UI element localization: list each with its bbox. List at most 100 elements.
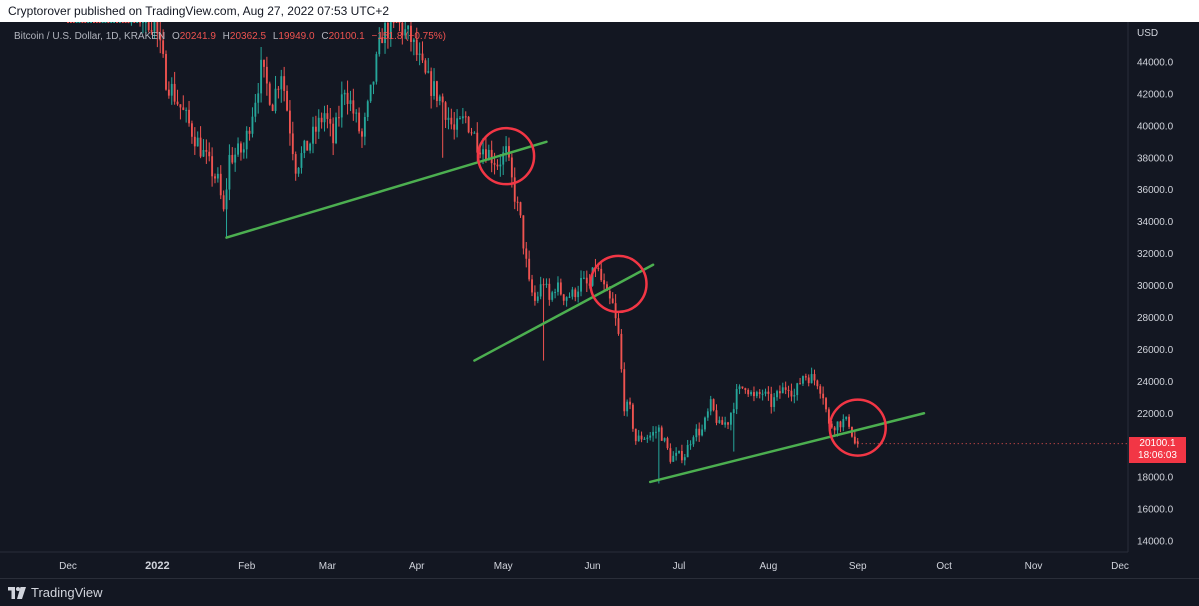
candle-body (640, 435, 643, 440)
candle-body (706, 411, 709, 418)
y-tick-label: 40000.0 (1137, 121, 1174, 132)
candle-body (211, 156, 214, 177)
candle-body (499, 164, 502, 167)
candle-body (326, 113, 329, 119)
x-tick-label: Jul (673, 561, 686, 572)
candle-body (188, 109, 190, 124)
candle-body (381, 37, 384, 44)
candle-body (361, 131, 363, 137)
candle-body (323, 113, 326, 123)
candle-body (72, 22, 75, 23)
candle-body (300, 153, 303, 168)
candle-body (536, 296, 539, 301)
candle-body (113, 22, 116, 23)
candle-body (202, 150, 205, 157)
candle-body (179, 104, 182, 108)
y-tick-label: 36000.0 (1137, 185, 1174, 196)
candle-body (663, 438, 666, 441)
candle-body (438, 96, 441, 101)
candle-body (669, 448, 672, 462)
candle-body (686, 445, 689, 458)
candle-body (623, 369, 626, 412)
candle-body (190, 123, 193, 137)
candle-body (787, 389, 790, 391)
candle-body (358, 112, 361, 132)
candle-body (629, 401, 631, 405)
candle-body (288, 110, 291, 134)
candle-body (816, 380, 819, 387)
candle-body (167, 89, 170, 96)
candle-body (580, 278, 582, 292)
candle-body (274, 88, 277, 111)
candle-body (545, 283, 548, 285)
candle-body (755, 392, 758, 397)
candle-body (522, 215, 525, 249)
y-tick-label: 30000.0 (1137, 281, 1174, 292)
candle-body (643, 438, 646, 440)
candle-body (525, 248, 528, 259)
candle-body (796, 383, 799, 396)
candle-body (447, 117, 450, 120)
candle-body (649, 435, 652, 438)
candle-body (732, 409, 735, 413)
x-tick-label: May (494, 561, 513, 572)
y-tick-label: 42000.0 (1137, 89, 1174, 100)
candle-body (802, 376, 804, 384)
candle-body (193, 136, 196, 147)
x-tick-label: 2022 (145, 560, 169, 572)
bar-countdown: 18:06:03 (1138, 450, 1177, 461)
candle-body (827, 409, 830, 424)
x-tick-label: Mar (319, 561, 337, 572)
candle-body (554, 291, 557, 293)
candle-body (110, 22, 113, 23)
candle-body (297, 167, 300, 174)
candle-body (744, 388, 747, 390)
candle-body (470, 132, 473, 134)
candle-body (401, 22, 404, 36)
candle-body (519, 202, 522, 216)
last-price-value: 20100.1 (1139, 438, 1176, 449)
candle-body (165, 53, 167, 90)
candle-body (735, 389, 738, 410)
tradingview-brand[interactable]: TradingView (8, 585, 103, 600)
candle-body (718, 420, 721, 423)
candle-body (790, 390, 793, 397)
breakdown-circle (589, 254, 648, 314)
candle-body (237, 143, 239, 155)
open-value: 20241.9 (179, 31, 216, 42)
candle-body (355, 112, 358, 114)
candle-body (631, 404, 634, 429)
candle-body (205, 150, 208, 152)
x-tick-label: Oct (936, 561, 952, 572)
y-tick-label: 18000.0 (1137, 473, 1174, 484)
candle-body (513, 177, 516, 202)
candle-body (142, 22, 144, 23)
candle-body (389, 22, 392, 39)
candle-body (271, 104, 274, 111)
candle-body (332, 123, 335, 144)
y-tick-label: 16000.0 (1137, 505, 1174, 516)
candle-body (335, 117, 337, 144)
low-label: L (272, 31, 279, 42)
candle-body (251, 116, 254, 134)
price-chart[interactable]: 44000.0 42000.0 40000.0 38000.0 36000.0 34000… (0, 22, 1199, 578)
candle-body (263, 59, 265, 67)
candle-body (842, 419, 845, 428)
candle-body (479, 152, 482, 155)
candle-body (208, 151, 211, 157)
candle-body (386, 22, 389, 39)
candle-body (176, 101, 179, 105)
candle-body (346, 92, 349, 104)
candle-body (675, 452, 678, 456)
chart-area[interactable]: 44000.0 42000.0 40000.0 38000.0 36000.0 34000… (0, 22, 1199, 578)
symbol-title: Bitcoin / U.S. Dollar, 1D, KRAKEN (14, 31, 166, 42)
candle-body (182, 107, 185, 110)
candle-body (395, 22, 398, 23)
y-tick-label: 34000.0 (1137, 217, 1174, 228)
candle-body (655, 431, 657, 433)
candle-body (107, 22, 110, 23)
candle-body (490, 149, 493, 164)
x-tick-label: Dec (1111, 561, 1129, 572)
candle-body (214, 176, 216, 179)
candle-body (398, 22, 401, 23)
